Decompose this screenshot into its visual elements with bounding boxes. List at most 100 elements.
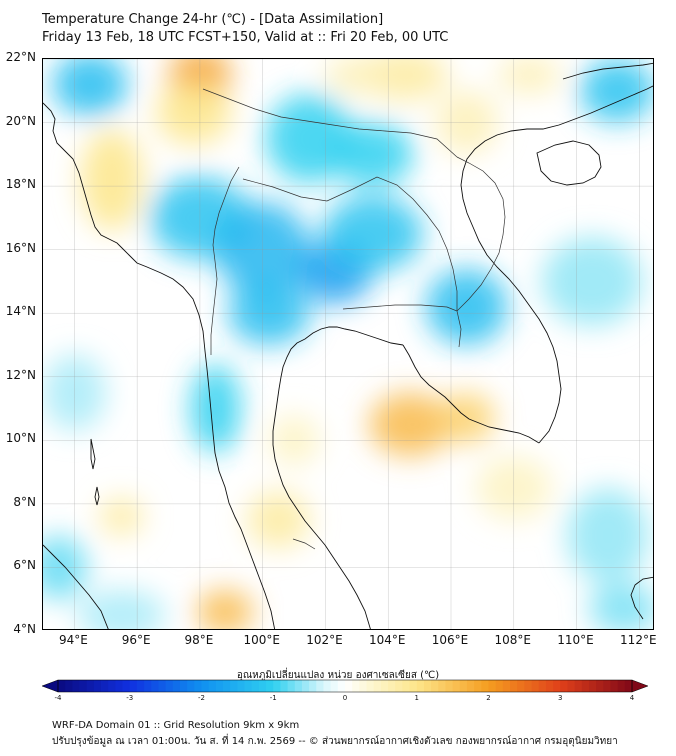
lon-tick-label: 106°E (431, 633, 469, 647)
colorbar-tick-label: -1 (269, 694, 277, 702)
colorbar-cell (280, 680, 288, 692)
colorbar-cell (617, 680, 626, 692)
colorbar-cell (560, 680, 568, 692)
colorbar-cell (409, 680, 418, 692)
colorbar-cell (402, 680, 410, 692)
colorbar-cell (474, 680, 482, 692)
colorbar-cell (244, 680, 253, 692)
coastline-vietnam-south (402, 344, 540, 444)
colorbar-cell (510, 680, 518, 692)
colorbar-cell (165, 680, 174, 692)
map-panel[interactable] (42, 58, 654, 630)
lat-tick-label: 4°N (13, 622, 36, 636)
colorbar-cell (294, 680, 303, 692)
footer-model-info: WRF-DA Domain 01 :: Grid Resolution 9km … (52, 720, 300, 731)
colorbar-cell (79, 680, 88, 692)
colorbar-tick-label: 1 (414, 694, 419, 702)
colorbar-cell (345, 680, 353, 692)
field-anomaly-22 (196, 589, 254, 629)
colorbar-cell (72, 680, 80, 692)
colorbar-tick-label: 4 (629, 694, 635, 702)
border-thailand-laos (242, 176, 458, 311)
colorbar-cell (488, 680, 497, 692)
field-anomaly-4 (322, 195, 423, 272)
colorbar-cell (251, 680, 260, 692)
colorbar-cell (373, 680, 382, 692)
colorbar-label: อุณหภูมิเปลี่ยนแปลง หน่วย องศาเซลเซียส (… (236, 670, 440, 681)
colorbar-tick-label: 2 (486, 694, 491, 702)
colorbar-cell (502, 680, 511, 692)
colorbar-cell (553, 680, 561, 692)
colorbar-cell (581, 680, 590, 692)
colorbar-tick-label: -2 (198, 694, 205, 702)
colorbar-cell (517, 680, 525, 692)
colorbar-cell (538, 680, 547, 692)
colorbar-cell (86, 680, 95, 692)
chart-title: Temperature Change 24-hr (℃) - [Data Ass… (42, 12, 384, 27)
border-laos-vietnam (456, 156, 506, 312)
colorbar-cell (545, 680, 554, 692)
colorbar-cell (179, 680, 188, 692)
colorbar-cell (215, 680, 224, 692)
map-canvas (43, 59, 653, 629)
colorbar-cell (309, 680, 317, 692)
coastline-gulf (272, 326, 404, 629)
colorbar-extend-max (631, 679, 649, 693)
colorbar-cell (172, 680, 181, 692)
colorbar-cell (445, 680, 454, 692)
colorbar-tick-label: -3 (126, 694, 134, 702)
colorbar-cell (596, 680, 604, 692)
lon-tick-label: 98°E (184, 633, 214, 647)
lat-tick-label: 22°N (5, 50, 36, 64)
colorbar-cell (316, 680, 324, 692)
colorbar-cell (524, 680, 532, 692)
field-anomaly-21 (438, 392, 495, 444)
lat-tick-label: 12°N (5, 367, 36, 382)
field-anomaly-14 (567, 488, 649, 584)
border-thailand-malaysia (292, 538, 316, 550)
border-china (202, 88, 458, 158)
lon-tick-label: 108°E (494, 633, 532, 647)
colorbar-cell (208, 680, 217, 692)
colorbar-tick-label: -4 (54, 694, 62, 702)
field-anomaly-6 (265, 93, 354, 183)
colorbar-cell (588, 680, 597, 692)
chart-subtitle: Friday 13 Feb, 18 UTC FCST+150, Valid at… (42, 30, 449, 45)
border-thailand-cambodia (342, 304, 462, 348)
colorbar-cell (359, 680, 367, 692)
field-anomaly-19 (80, 128, 144, 231)
colorbar-cell (158, 680, 167, 692)
colorbar-extend-min (41, 679, 59, 693)
colorbar-tick-label: 3 (558, 694, 563, 702)
colorbar-cell (388, 680, 396, 692)
lat-tick-label: 6°N (13, 558, 36, 573)
colorbar-cell (603, 680, 611, 692)
colorbar-cell (115, 680, 123, 692)
colorbar-cell (58, 680, 66, 692)
colorbar-cell (431, 680, 439, 692)
field-anomaly-10 (579, 59, 653, 123)
colorbar-outline (57, 679, 633, 693)
colorbar-cell (237, 680, 245, 692)
colorbar-cell (258, 680, 267, 692)
colorbar-cell (416, 680, 425, 692)
lon-tick-label: 112°E (620, 633, 657, 647)
colorbar-cell (230, 680, 238, 692)
colorbar (41, 679, 649, 693)
colorbar-cell (395, 680, 403, 692)
colorbar-cell (93, 680, 102, 692)
lon-tick-label: 104°E (368, 633, 406, 647)
colorbar-cell (101, 680, 109, 692)
colorbar-cell (481, 680, 489, 692)
lon-tick-label: 94°E (58, 633, 88, 647)
field-anomaly-7 (425, 268, 508, 345)
lat-tick-label: 8°N (13, 494, 36, 509)
colorbar-cell (144, 680, 152, 692)
colorbar-cell (65, 680, 73, 692)
colorbar-cell (531, 680, 540, 692)
colorbar-tick-label: 0 (342, 694, 348, 702)
coastline-sumatra (43, 544, 109, 629)
field-anomaly-20 (369, 392, 452, 457)
lat-tick-label: 20°N (5, 113, 36, 128)
lon-tick-label: 110°E (557, 633, 594, 647)
